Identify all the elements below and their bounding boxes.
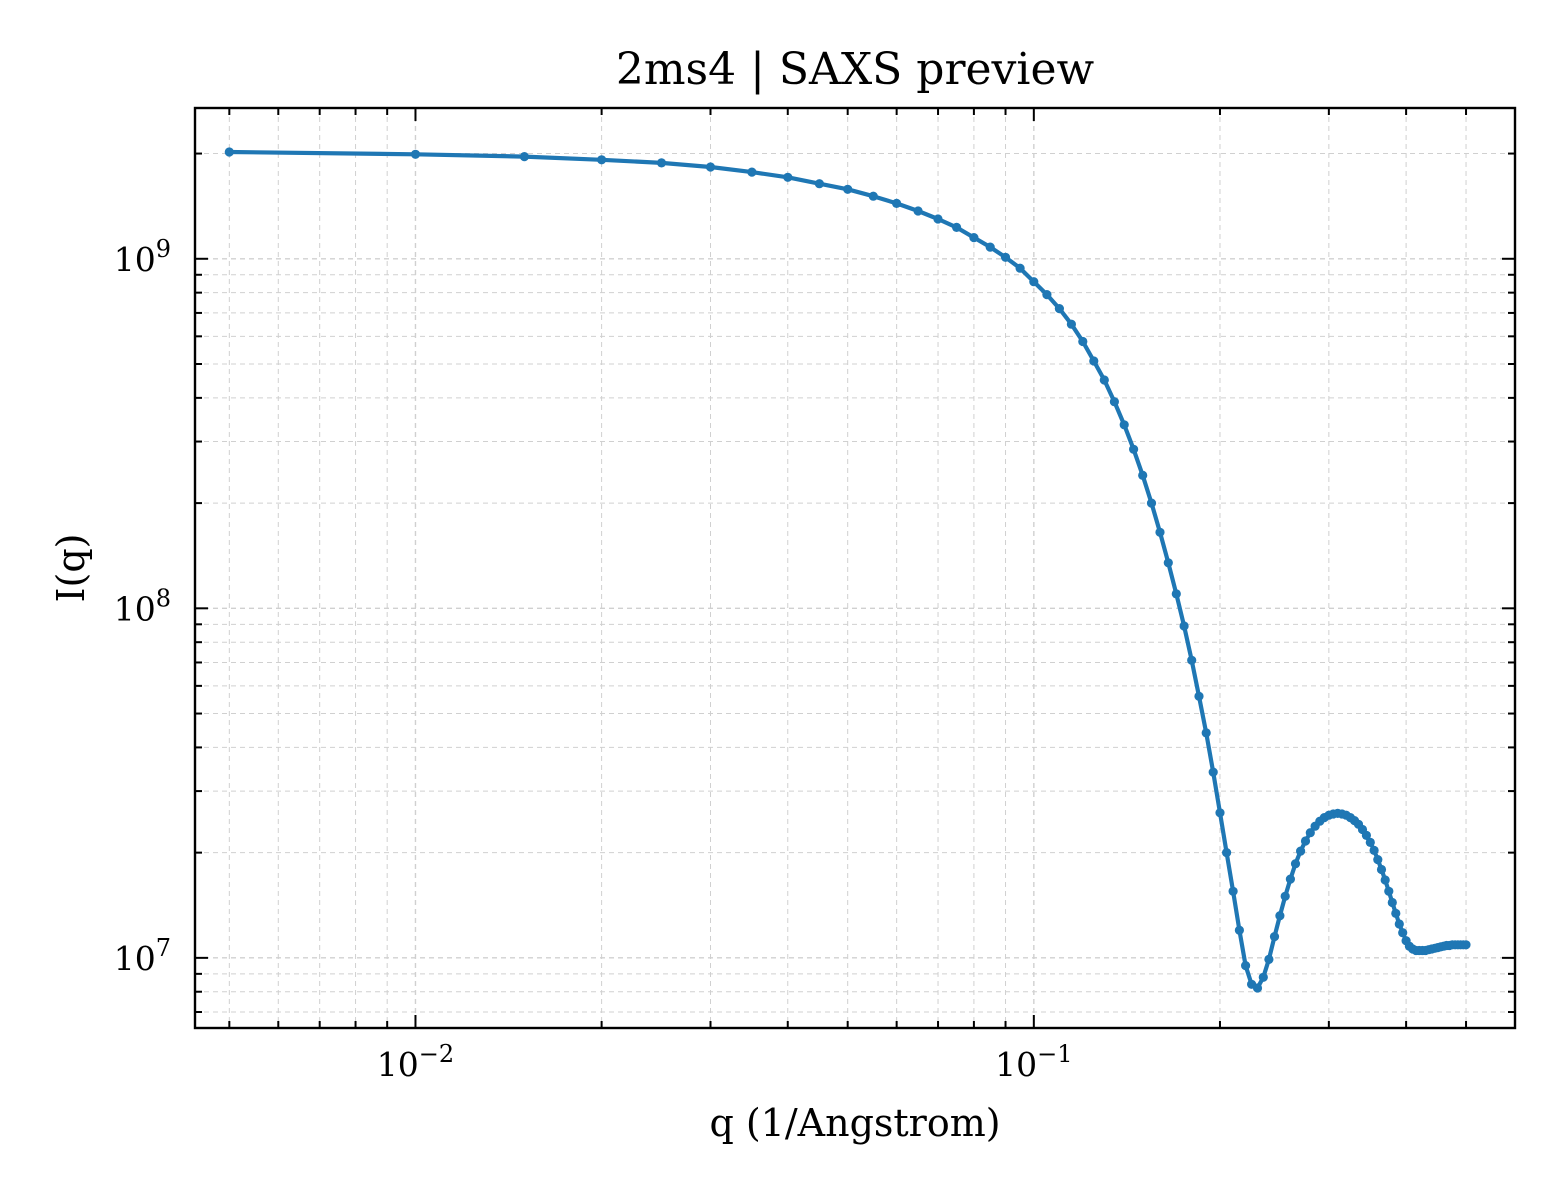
data-point — [1373, 855, 1383, 865]
y-tick-label: 108 — [114, 584, 171, 628]
data-point — [843, 184, 853, 194]
x-tick-label-exponent: −2 — [419, 1040, 454, 1068]
data-point — [1171, 589, 1181, 599]
data-point — [1099, 375, 1109, 385]
data-point — [913, 206, 923, 216]
y-tick-label: 109 — [114, 235, 171, 279]
data-point — [1280, 891, 1290, 901]
data-point — [1163, 558, 1173, 568]
data-point — [1201, 728, 1211, 738]
data-point — [1146, 498, 1157, 508]
data-point — [1155, 527, 1165, 537]
data-point — [1078, 336, 1088, 347]
y-tick-label-exponent: 7 — [156, 934, 171, 962]
x-tick-label: 10−1 — [995, 1040, 1072, 1084]
data-point — [1179, 621, 1189, 631]
y-tick-label-base: 10 — [114, 240, 156, 279]
data-point — [1387, 897, 1397, 908]
plot-frame — [193, 106, 1517, 1030]
data-point — [985, 242, 995, 252]
data-point — [1222, 848, 1232, 858]
y-tick-label-exponent: 9 — [156, 235, 171, 263]
grid-lines — [195, 108, 1515, 1028]
data-point — [1054, 304, 1064, 314]
data-point — [1300, 836, 1311, 846]
data-point — [1208, 767, 1218, 777]
data-point — [1264, 954, 1274, 965]
data-point — [1129, 444, 1139, 454]
data-point — [1252, 983, 1263, 993]
y-tick-label: 107 — [114, 934, 171, 978]
data-point — [933, 214, 943, 224]
x-tick-label-base: 10 — [995, 1045, 1037, 1084]
data-point — [1228, 886, 1238, 896]
y-tick-label-exponent: 8 — [156, 584, 171, 612]
x-tick-label: 10−2 — [377, 1040, 454, 1084]
data-point — [597, 155, 607, 165]
x-axis-label: q (1/Angstrom) — [709, 1101, 1000, 1145]
data-point — [1269, 932, 1280, 942]
x-tick-label-exponent: −1 — [1037, 1040, 1072, 1068]
data-point — [1394, 919, 1404, 929]
data-point — [224, 147, 234, 157]
data-series — [224, 147, 1471, 993]
data-point — [519, 152, 530, 162]
data-point — [1361, 830, 1371, 841]
data-point — [1461, 940, 1471, 950]
data-point — [1296, 846, 1306, 856]
data-point — [1119, 420, 1129, 430]
data-point — [892, 198, 902, 208]
data-point — [656, 158, 667, 168]
data-point — [1391, 908, 1401, 919]
data-point — [1365, 837, 1375, 848]
data-point — [1194, 691, 1204, 701]
data-point — [410, 149, 421, 159]
data-point — [1215, 808, 1225, 818]
data-point — [783, 172, 793, 182]
data-point — [1042, 290, 1052, 300]
data-point — [1138, 470, 1148, 480]
data-point — [952, 222, 962, 232]
data-point — [747, 167, 757, 177]
data-point — [1384, 886, 1394, 896]
data-point — [969, 233, 979, 243]
data-point — [1029, 277, 1039, 287]
data-point — [1285, 874, 1295, 884]
data-point — [1000, 252, 1011, 262]
data-point — [1109, 397, 1119, 407]
data-point — [1258, 972, 1268, 982]
data-point — [1066, 319, 1076, 329]
data-point — [1015, 263, 1025, 273]
data-point — [1305, 828, 1315, 838]
data-point — [868, 191, 878, 201]
data-point — [1376, 864, 1387, 875]
data-point — [814, 179, 825, 189]
data-point — [1089, 356, 1099, 366]
y-axis-label: I(q) — [49, 534, 93, 603]
data-point — [1187, 655, 1197, 665]
data-point — [1234, 925, 1244, 935]
data-point — [705, 162, 716, 172]
data-point — [1380, 875, 1390, 885]
chart-title: 2ms4 | SAXS preview — [616, 44, 1095, 95]
data-point — [1241, 961, 1251, 971]
data-point — [1275, 911, 1285, 921]
data-point — [1398, 928, 1408, 938]
data-point — [1290, 859, 1301, 869]
y-tick-label-base: 10 — [114, 589, 156, 628]
x-tick-label-base: 10 — [377, 1045, 419, 1084]
data-point — [1369, 845, 1379, 856]
y-tick-label-base: 10 — [114, 939, 156, 978]
